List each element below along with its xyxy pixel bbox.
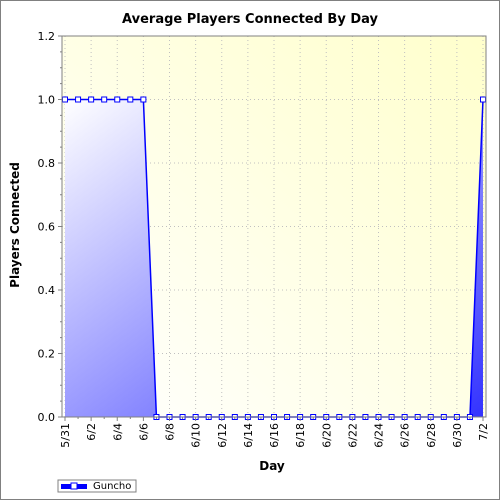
x-tick-label: 6/8 xyxy=(164,423,177,441)
x-tick-label: 6/6 xyxy=(137,423,150,441)
x-tick-label: 6/10 xyxy=(190,423,203,448)
x-tick-label: 6/14 xyxy=(242,423,255,448)
data-point xyxy=(127,96,134,103)
x-tick-label: 6/4 xyxy=(111,423,124,441)
x-tick-label: 6/24 xyxy=(373,423,386,448)
x-tick-label: 6/30 xyxy=(451,423,464,448)
plot-area: 0.0 0.2 0.4 0.6 0.8 1.0 1.2 5/31 6/2 6/4 6/6 6/8 6/1… xyxy=(38,30,491,448)
y-tick-label: 0.8 xyxy=(38,157,56,170)
x-tick-label: 7/2 xyxy=(477,423,490,441)
y-tick-label: 1.2 xyxy=(38,30,56,43)
y-tick-label: 0.4 xyxy=(38,284,56,297)
y-tick-label: 0.2 xyxy=(38,348,56,361)
series-area xyxy=(65,99,483,417)
chart-title: Average Players Connected By Day xyxy=(122,12,378,27)
x-tick-label: 6/12 xyxy=(216,423,229,448)
data-point xyxy=(88,96,95,103)
x-tick-label: 6/26 xyxy=(399,423,412,448)
y-tick-label: 0.6 xyxy=(38,221,56,234)
data-point xyxy=(140,96,147,103)
data-point xyxy=(114,96,121,103)
legend-marker xyxy=(70,482,78,490)
x-tick-label: 6/2 xyxy=(85,423,98,441)
x-tick-label: 6/16 xyxy=(268,423,281,448)
y-tick-label: 0.0 xyxy=(38,411,56,424)
data-point xyxy=(75,96,82,103)
data-point xyxy=(480,96,486,103)
x-tick-label: 6/20 xyxy=(320,423,333,448)
y-axis-label: Players Connected xyxy=(8,162,22,288)
y-tick-label: 1.0 xyxy=(38,94,56,107)
x-tick-label: 6/18 xyxy=(294,423,307,448)
x-axis-label: Day xyxy=(259,459,285,473)
x-tick-label: 5/31 xyxy=(59,423,72,448)
data-point xyxy=(101,96,108,103)
x-tick-label: 6/28 xyxy=(425,423,438,448)
legend-label: Guncho xyxy=(93,481,131,492)
x-tick-label: 6/22 xyxy=(346,423,359,448)
data-point xyxy=(62,96,68,103)
legend: Guncho xyxy=(57,479,137,493)
